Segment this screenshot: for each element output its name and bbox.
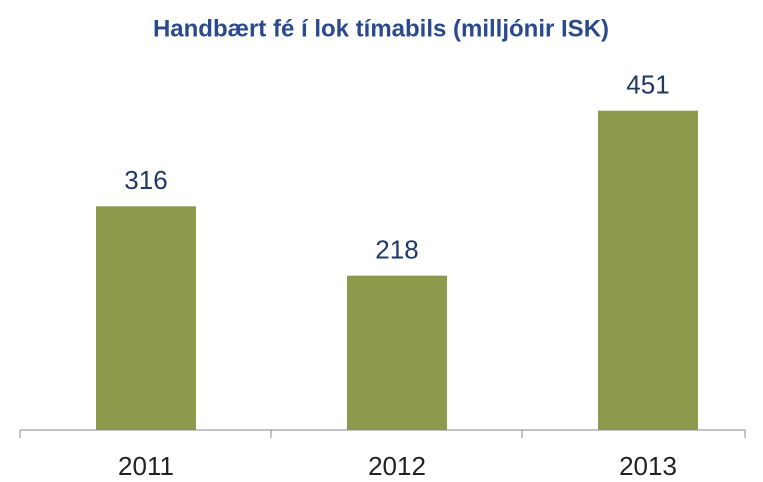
x-tick-label: 2012 <box>368 451 426 481</box>
chart-title: Handbært fé í lok tímabils (milljónir IS… <box>153 15 609 42</box>
bar <box>347 275 447 430</box>
value-label: 316 <box>124 165 167 195</box>
bar <box>598 110 698 430</box>
x-tick-label: 2013 <box>619 451 677 481</box>
x-tick-label: 2011 <box>118 451 174 481</box>
bar <box>96 206 196 430</box>
value-label: 218 <box>375 235 418 265</box>
value-label: 451 <box>626 70 669 100</box>
